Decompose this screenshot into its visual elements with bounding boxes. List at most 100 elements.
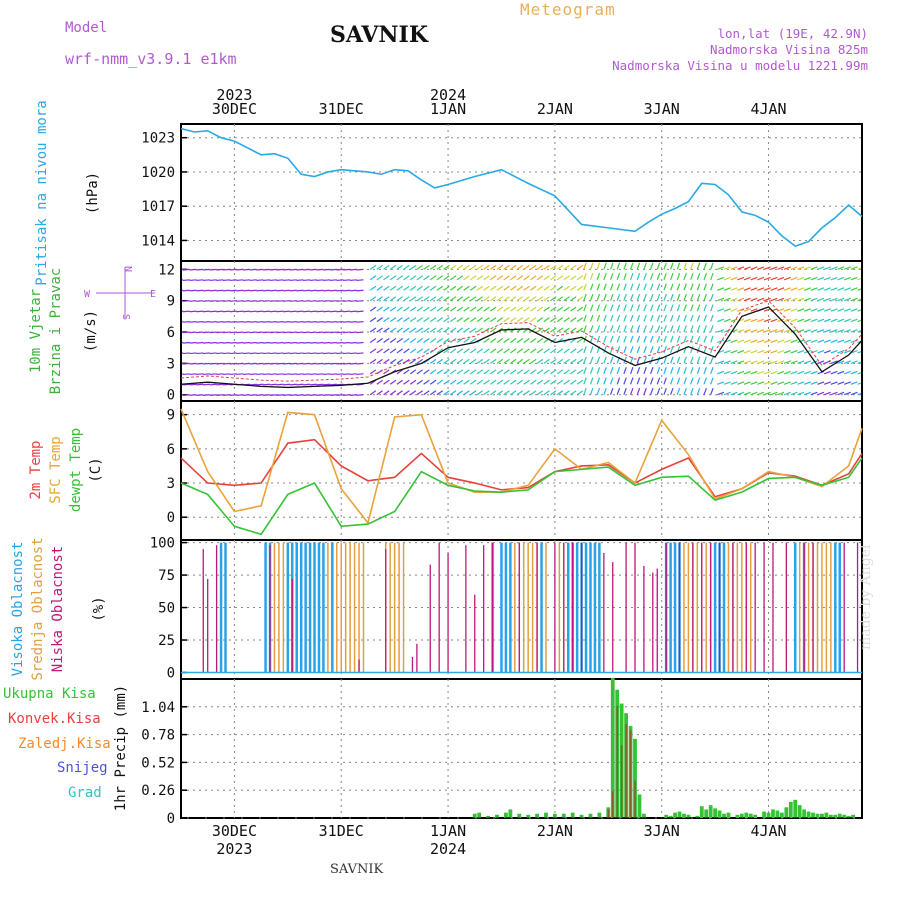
wind-arrow: [530, 348, 537, 354]
wind-arrow: [336, 310, 344, 313]
wind-arrow: [843, 339, 851, 344]
wind-arrow: [503, 358, 510, 364]
wind-arrow: [690, 304, 694, 312]
wind-arrow: [737, 308, 745, 312]
station-title: SAVNIK: [330, 22, 428, 48]
wind-arrow: [550, 306, 557, 312]
wind-arrow: [616, 377, 621, 385]
wind-arrow: [830, 360, 838, 364]
wind-arrow: [456, 337, 464, 343]
wind-arrow: [229, 373, 237, 376]
wind-arrow: [857, 371, 861, 375]
wind-arrow: [790, 266, 798, 270]
wind-arrow: [536, 296, 544, 302]
wind-arrow: [583, 356, 587, 364]
wind-arrow: [182, 268, 184, 271]
wind-arrow: [216, 394, 224, 396]
wind-arrow: [757, 391, 765, 396]
wind-arrow: [369, 369, 377, 375]
wind-arrow: [256, 289, 264, 292]
wind-arrow: [650, 356, 654, 364]
wind-arrow: [189, 310, 197, 313]
wind-arrow: [803, 276, 811, 281]
wind-arrow: [262, 331, 271, 334]
wind-arrow: [676, 314, 681, 322]
wind-arrow: [349, 268, 357, 271]
wind-arrow: [837, 339, 845, 344]
wind-arrow: [523, 337, 530, 343]
wind-arrow: [510, 275, 517, 281]
wind-arrow: [696, 283, 701, 291]
wind-arrow: [496, 337, 504, 343]
wind-arrow: [449, 285, 457, 291]
total-precip-bar: [699, 806, 704, 818]
wind-arrow: [202, 268, 210, 271]
wind-arrow: [536, 275, 544, 281]
wind-arrow: [409, 264, 417, 270]
wind-arrow: [309, 383, 317, 386]
wind-arrow: [436, 337, 444, 343]
wind-arrow: [737, 276, 745, 281]
wind-arrow: [463, 358, 470, 364]
wind-arrow: [216, 373, 224, 376]
wind-arrow: [623, 283, 627, 291]
wind-arrow: [690, 356, 694, 364]
wind-arrow: [797, 391, 805, 396]
wind-arrow: [623, 377, 627, 385]
wind-arrow: [309, 320, 317, 323]
wind-arrow: [563, 296, 570, 302]
wind-arrow: [589, 314, 594, 322]
wind-arrow: [222, 279, 231, 282]
wind-arrow: [530, 358, 537, 364]
wind-arrow: [483, 275, 490, 281]
wind-arrow: [743, 287, 751, 291]
wind-arrow: [743, 349, 751, 354]
wind-arrow: [523, 296, 530, 302]
wind-arrow: [636, 367, 641, 375]
wind-arrow: [556, 358, 564, 364]
wind-arrow: [256, 394, 264, 396]
wind-arrow: [483, 317, 490, 323]
wind-arrow: [476, 327, 484, 333]
pressure-tick-label: 1020: [141, 165, 175, 181]
wind-arrow: [436, 327, 444, 333]
wind-arrow: [429, 358, 437, 364]
temp-2m-label: 2m Temp: [28, 440, 44, 499]
wind-arrow: [810, 297, 818, 302]
wind-arrow: [530, 390, 537, 396]
wind-arrow: [603, 387, 607, 395]
wind-arrow: [603, 283, 607, 291]
precip-legend-3: Snijeg: [57, 760, 108, 776]
wind-arrow: [596, 356, 601, 364]
wind-arrow: [576, 337, 584, 343]
station-footer: SAVNIK: [330, 862, 384, 877]
total-precip-bar: [668, 815, 673, 818]
wind-arrow: [316, 373, 324, 376]
wind-arrow: [469, 296, 477, 302]
wind-arrow: [810, 339, 818, 344]
wind-arrow: [676, 356, 681, 364]
wind-arrow: [556, 306, 564, 312]
wind-arrow: [303, 362, 311, 365]
wind-arrow: [616, 304, 621, 312]
wind-arrow: [189, 373, 197, 376]
wind-arrow: [810, 349, 818, 354]
wind-arrow: [710, 304, 714, 312]
wind-arrow: [349, 362, 357, 365]
wind-arrow: [676, 304, 681, 312]
wind-arrow: [609, 387, 614, 395]
low-cloud-label: Niska Oblacnost: [50, 546, 66, 672]
wind-arrow: [409, 306, 417, 312]
wind-arrow: [750, 276, 758, 281]
wind-arrow: [349, 331, 357, 334]
wind-arrow: [843, 266, 851, 270]
wind-arrow: [403, 317, 410, 323]
total-precip-bar: [544, 812, 548, 818]
wind-arrow: [803, 381, 811, 385]
top-year-label: 2024: [430, 86, 466, 104]
wind-arrow: [803, 318, 811, 323]
wind-arrow: [323, 279, 331, 282]
wind-arrow: [790, 297, 798, 302]
wind-arrow: [616, 325, 621, 333]
wind-arrow: [396, 358, 403, 364]
